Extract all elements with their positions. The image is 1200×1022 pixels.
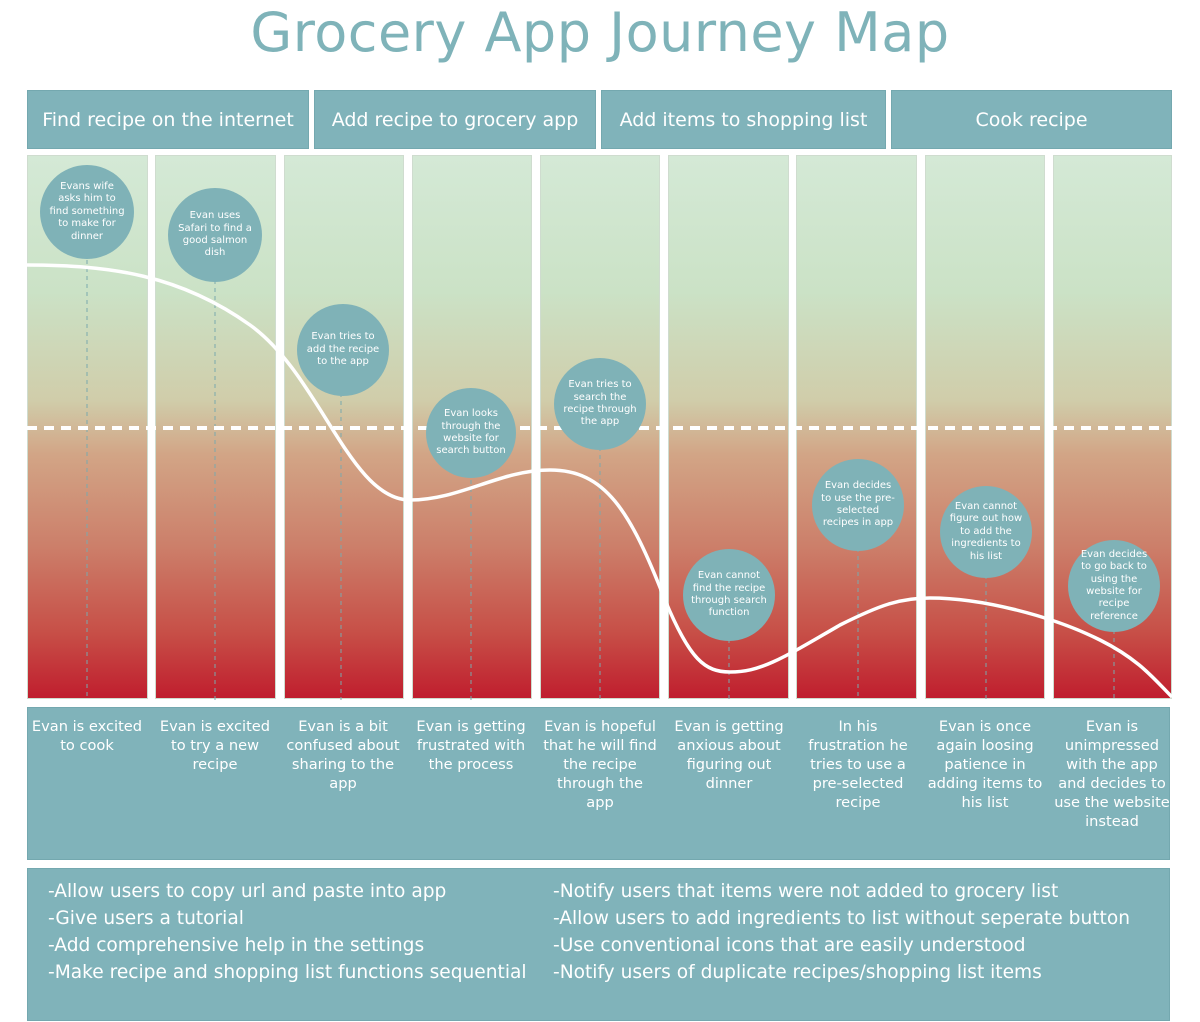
emotion-text-8: Evan is once again loosing patience in a… — [927, 718, 1043, 811]
emotion-text-5: Evan is hopeful that he will find the re… — [543, 718, 657, 811]
page-title: Grocery App Journey Map — [250, 1, 950, 64]
recommendation-item: -Allow users to add ingredients to list … — [553, 908, 1130, 929]
recommendations-panel — [27, 868, 1170, 1021]
recommendation-item: -Notify users that items were not added … — [553, 881, 1059, 902]
emotion-text-2: Evan is excited to try a new recipe — [159, 718, 271, 773]
phase-header-add-items: Add items to shopping list — [601, 90, 886, 149]
step-column-7 — [796, 155, 917, 699]
emotion-text-9: Evan is unimpressed with the app and dec… — [1054, 718, 1170, 830]
recommendation-item: -Add comprehensive help in the settings — [48, 935, 425, 956]
emotion-text-7: In his frustration he tries to use a pre… — [808, 718, 908, 811]
action-bubble-5: Evan tries to search the recipe through … — [554, 358, 646, 450]
action-bubble-4: Evan looks through the website for searc… — [426, 388, 516, 478]
recommendation-item: -Notify users of duplicate recipes/shopp… — [553, 962, 1042, 983]
action-bubble-1: Evans wife asks him to find something to… — [40, 165, 134, 259]
action-bubble-6: Evan cannot find the recipe through sear… — [683, 549, 775, 641]
emotion-text-3: Evan is a bit confused about sharing to … — [286, 718, 400, 792]
phase-header-add-recipe: Add recipe to grocery app — [314, 90, 596, 149]
action-bubble-8: Evan cannot figure out how to add the in… — [940, 486, 1032, 578]
action-bubble-2: Evan uses Safari to find a good salmon d… — [168, 188, 262, 282]
step-column-8 — [925, 155, 1045, 699]
emotion-text-1: Evan is excited to cook — [31, 718, 143, 754]
phase-header-cook-recipe: Cook recipe — [891, 90, 1172, 149]
emotion-text-6: Evan is getting anxious about figuring o… — [674, 718, 784, 792]
phase-header-find-recipe: Find recipe on the internet — [27, 90, 309, 149]
recommendations-left: -Allow users to copy url and paste into … — [48, 878, 527, 986]
step-column-3 — [284, 155, 404, 699]
recommendation-item: -Make recipe and shopping list functions… — [48, 962, 527, 983]
emotion-text-4: Evan is getting frustrated with the proc… — [416, 718, 526, 773]
action-bubble-9: Evan decides to go back to using the web… — [1068, 540, 1160, 632]
recommendation-item: -Allow users to copy url and paste into … — [48, 881, 447, 902]
recommendations-right: -Notify users that items were not added … — [553, 878, 1130, 986]
emotions-panel — [27, 707, 1170, 860]
recommendation-item: -Use conventional icons that are easily … — [553, 935, 1026, 956]
action-bubble-7: Evan decides to use the pre-selected rec… — [812, 459, 904, 551]
recommendation-item: -Give users a tutorial — [48, 908, 244, 929]
action-bubble-3: Evan tries to add the recipe to the app — [297, 304, 389, 396]
